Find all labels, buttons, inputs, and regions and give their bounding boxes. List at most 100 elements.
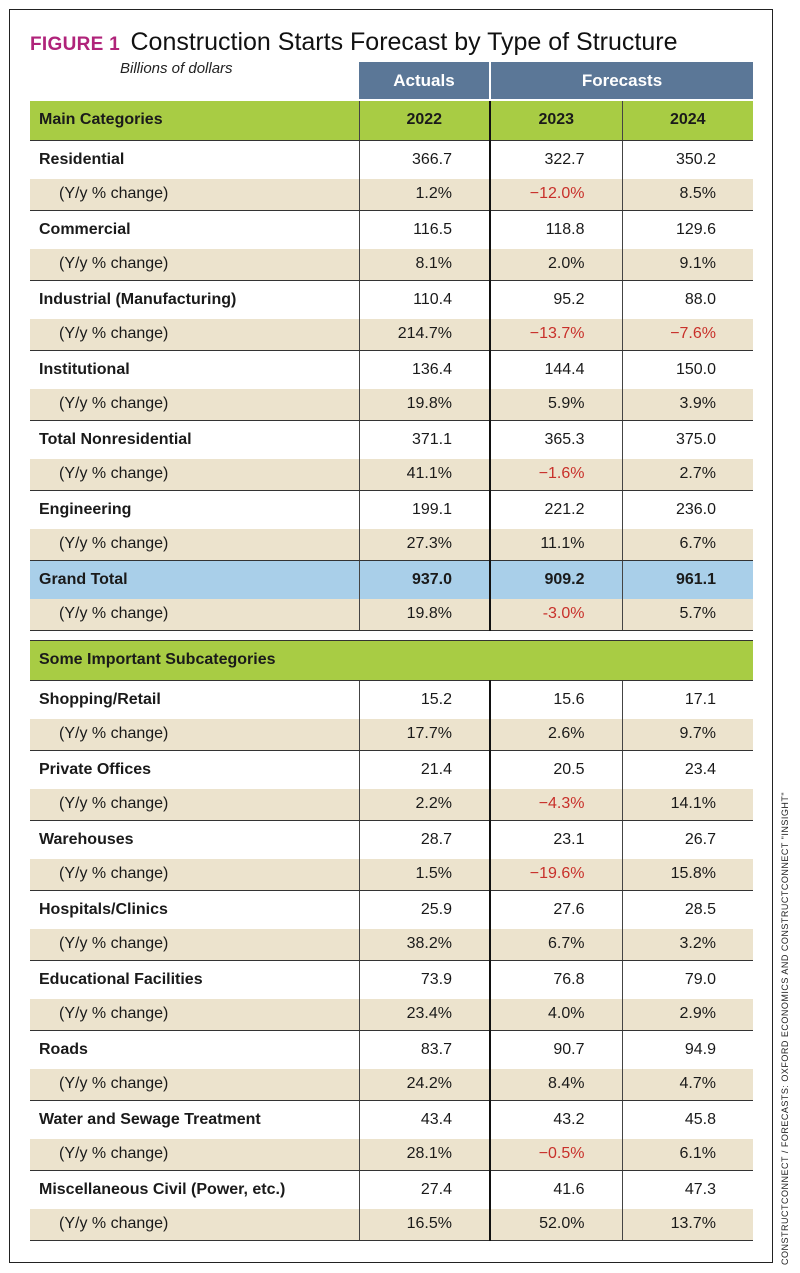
grand-total-value: 909.2 (489, 560, 622, 599)
category-value: 79.0 (621, 960, 753, 999)
change-label: (Y/y % change) (30, 1069, 359, 1101)
category-value: 20.5 (489, 750, 622, 789)
change-value: 23.4% (358, 999, 490, 1031)
change-value: 14.1% (621, 789, 753, 821)
category-value: 144.4 (489, 350, 622, 389)
change-value: 6.1% (621, 1139, 753, 1171)
category-row: Water and Sewage Treatment 43.4 43.2 45.8 (30, 1100, 753, 1139)
change-value: 1.5% (358, 859, 490, 891)
change-label: (Y/y % change) (30, 719, 359, 751)
forecast-table: Main Categories 2022 2023 2024 Residential 36… (30, 101, 753, 1241)
category-value: 27.6 (489, 890, 622, 929)
category-name: Roads (39, 1040, 88, 1058)
figure-label: FIGURE 1 (30, 34, 121, 55)
category-row: Commercial 116.5 118.8 129.6 (30, 210, 753, 249)
change-value: 8.1% (358, 249, 490, 281)
main-categories-header: Main Categories 2022 2023 2024 (30, 101, 753, 141)
change-value: 19.8% (358, 599, 490, 631)
change-value: 214.7% (358, 319, 490, 351)
category-value: 15.2 (358, 680, 490, 719)
figure-title: Construction Starts Forecast by Type of … (130, 28, 678, 56)
category-name: Educational Facilities (39, 970, 203, 988)
change-row: (Y/y % change) 2.2% −4.3% 14.1% (30, 789, 753, 821)
category-name: Engineering (39, 500, 132, 518)
category-value: 45.8 (621, 1100, 753, 1139)
category-name: Industrial (Manufacturing) (39, 290, 237, 308)
change-row: (Y/y % change) 27.3% 11.1% 6.7% (30, 529, 753, 561)
change-value: 4.7% (621, 1069, 753, 1101)
subcategories-label: Some Important Subcategories (30, 639, 753, 681)
change-label: (Y/y % change) (30, 789, 359, 821)
change-value: 2.7% (621, 459, 753, 491)
change-value: 8.5% (621, 179, 753, 211)
change-value: 19.8% (358, 389, 490, 421)
category-value: 236.0 (621, 490, 753, 529)
category-value: 15.6 (489, 680, 622, 719)
change-label: (Y/y % change) (30, 859, 359, 891)
change-value: 1.2% (358, 179, 490, 211)
category-value: 371.1 (358, 420, 490, 459)
change-value: 2.9% (621, 999, 753, 1031)
category-value: 95.2 (489, 280, 622, 319)
category-value: 41.6 (489, 1170, 622, 1209)
category-value: 17.1 (621, 680, 753, 719)
change-value: 2.2% (358, 789, 490, 821)
change-label: (Y/y % change) (30, 1139, 359, 1171)
category-row: Miscellaneous Civil (Power, etc.) 27.4 41.… (30, 1170, 753, 1209)
category-name: Institutional (39, 360, 130, 378)
change-value: -3.0% (489, 599, 622, 631)
change-value: −7.6% (621, 319, 753, 351)
source-credit: CONSTRUCTCONNECT / FORECASTS: OXFORD ECO… (780, 791, 790, 1265)
section-gap (30, 630, 753, 640)
category-value: 43.4 (358, 1100, 490, 1139)
category-value: 129.6 (621, 210, 753, 249)
category-name: Commercial (39, 220, 131, 238)
change-label: (Y/y % change) (30, 1209, 359, 1241)
category-row: Residential 366.7 322.7 350.2 (30, 140, 753, 179)
category-row: Warehouses 28.7 23.1 26.7 (30, 820, 753, 859)
main-categories-label: Main Categories (30, 101, 359, 141)
change-value: 5.9% (489, 389, 622, 421)
change-value: 38.2% (358, 929, 490, 961)
change-label: (Y/y % change) (30, 459, 359, 491)
category-value: 88.0 (621, 280, 753, 319)
category-value: 136.4 (358, 350, 490, 389)
change-row: (Y/y % change) 16.5% 52.0% 13.7% (30, 1209, 753, 1241)
change-value: −19.6% (489, 859, 622, 891)
year-header: 2023 (489, 101, 622, 141)
category-value: 47.3 (621, 1170, 753, 1209)
change-value: 16.5% (358, 1209, 490, 1241)
change-label: (Y/y % change) (30, 599, 359, 631)
category-value: 221.2 (489, 490, 622, 529)
category-value: 23.4 (621, 750, 753, 789)
change-value: 9.7% (621, 719, 753, 751)
category-value: 94.9 (621, 1030, 753, 1069)
change-value: −1.6% (489, 459, 622, 491)
category-value: 21.4 (358, 750, 490, 789)
grand-total-value: 937.0 (358, 560, 490, 599)
change-value: 2.6% (489, 719, 622, 751)
forecasts-header: Forecasts (491, 62, 753, 99)
category-value: 73.9 (358, 960, 490, 999)
category-value: 27.4 (358, 1170, 490, 1209)
category-value: 375.0 (621, 420, 753, 459)
change-row: (Y/y % change) 41.1% −1.6% 2.7% (30, 459, 753, 491)
section-gap-cell (30, 630, 753, 640)
figure-frame (9, 9, 773, 1263)
actuals-header: Actuals (359, 62, 489, 99)
change-value: 3.9% (621, 389, 753, 421)
category-row: Institutional 136.4 144.4 150.0 (30, 350, 753, 389)
category-value: 199.1 (358, 490, 490, 529)
category-value: 366.7 (358, 140, 490, 179)
category-value: 28.5 (621, 890, 753, 929)
category-value: 322.7 (489, 140, 622, 179)
change-value: 5.7% (621, 599, 753, 631)
figure-subtitle: Billions of dollars (120, 60, 233, 77)
change-value: 27.3% (358, 529, 490, 561)
grand-total-value: 961.1 (621, 560, 753, 599)
category-value: 26.7 (621, 820, 753, 859)
category-name: Residential (39, 150, 125, 168)
change-row: (Y/y % change) 17.7% 2.6% 9.7% (30, 719, 753, 751)
category-row: Shopping/Retail 15.2 15.6 17.1 (30, 680, 753, 719)
change-value: −12.0% (489, 179, 622, 211)
